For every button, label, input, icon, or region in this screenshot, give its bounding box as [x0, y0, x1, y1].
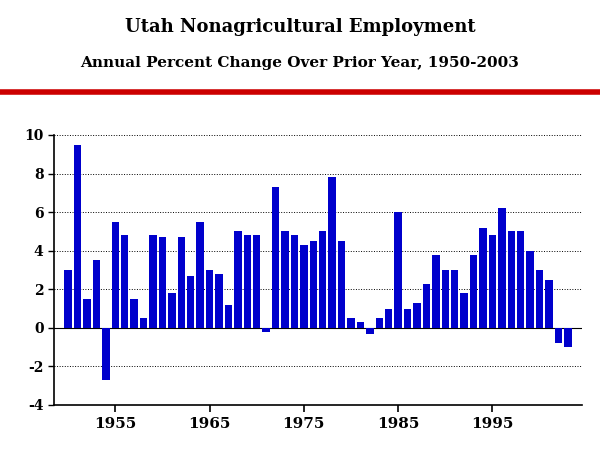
- Bar: [215, 274, 223, 328]
- Bar: [158, 237, 166, 328]
- Bar: [526, 251, 534, 328]
- Bar: [554, 328, 562, 343]
- Bar: [168, 293, 176, 328]
- Bar: [244, 235, 251, 328]
- Bar: [281, 231, 289, 328]
- Bar: [413, 303, 421, 328]
- Bar: [517, 231, 524, 328]
- Bar: [187, 276, 194, 328]
- Bar: [112, 222, 119, 328]
- Bar: [272, 187, 280, 328]
- Bar: [545, 279, 553, 328]
- Bar: [442, 270, 449, 328]
- Bar: [290, 235, 298, 328]
- Bar: [121, 235, 128, 328]
- Bar: [262, 328, 270, 332]
- Bar: [83, 299, 91, 328]
- Bar: [460, 293, 468, 328]
- Bar: [149, 235, 157, 328]
- Bar: [536, 270, 544, 328]
- Bar: [404, 309, 412, 328]
- Bar: [206, 270, 214, 328]
- Bar: [488, 235, 496, 328]
- Bar: [64, 270, 72, 328]
- Bar: [300, 245, 308, 328]
- Bar: [479, 228, 487, 328]
- Bar: [356, 322, 364, 328]
- Bar: [74, 144, 82, 328]
- Bar: [470, 255, 478, 328]
- Bar: [508, 231, 515, 328]
- Bar: [196, 222, 204, 328]
- Bar: [253, 235, 260, 328]
- Bar: [432, 255, 440, 328]
- Bar: [376, 318, 383, 328]
- Bar: [451, 270, 458, 328]
- Bar: [328, 177, 336, 328]
- Bar: [319, 231, 326, 328]
- Bar: [102, 328, 110, 380]
- Bar: [224, 305, 232, 328]
- Bar: [234, 231, 242, 328]
- Bar: [347, 318, 355, 328]
- Bar: [385, 309, 392, 328]
- Text: Utah Nonagricultural Employment: Utah Nonagricultural Employment: [125, 18, 475, 36]
- Bar: [310, 241, 317, 328]
- Bar: [366, 328, 374, 333]
- Bar: [130, 299, 138, 328]
- Bar: [92, 261, 100, 328]
- Bar: [178, 237, 185, 328]
- Bar: [564, 328, 572, 347]
- Text: Annual Percent Change Over Prior Year, 1950-2003: Annual Percent Change Over Prior Year, 1…: [80, 56, 520, 70]
- Bar: [498, 208, 506, 328]
- Bar: [338, 241, 346, 328]
- Bar: [422, 284, 430, 328]
- Bar: [394, 212, 402, 328]
- Bar: [140, 318, 148, 328]
